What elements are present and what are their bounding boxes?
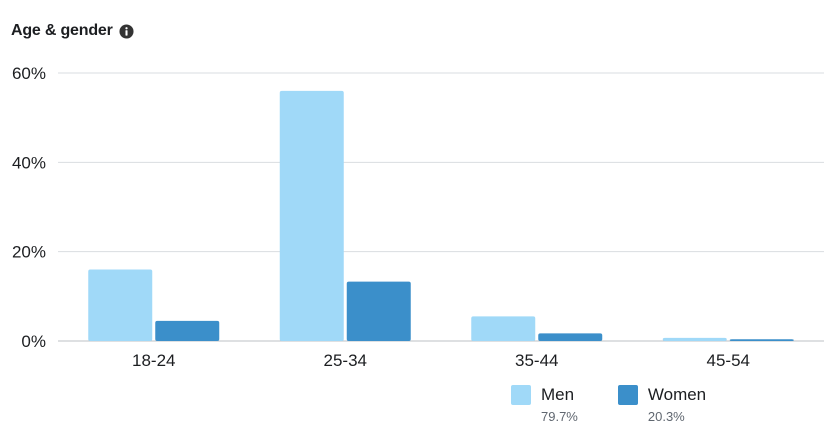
legend-label-men: Men <box>541 385 575 404</box>
bar-men-18-24 <box>88 269 153 341</box>
bar-men-25-34 <box>279 90 344 341</box>
chart-header: Age & gender <box>11 20 134 42</box>
chart-legend: Men 79.7% Women 20.3% <box>511 384 706 426</box>
chart-title: Age & gender <box>11 22 113 39</box>
bar-women-18-24 <box>155 320 220 341</box>
y-tick-label: 40% <box>12 153 46 172</box>
y-tick-label: 60% <box>12 64 46 83</box>
bar-men-45-54 <box>662 337 727 341</box>
legend-swatch-men <box>511 385 531 405</box>
x-tick-label: 35-44 <box>515 351 558 370</box>
legend-item-women[interactable]: Women 20.3% <box>617 384 707 426</box>
bar-women-25-34 <box>346 281 411 341</box>
info-icon[interactable] <box>119 23 134 39</box>
y-tick-label: 0% <box>21 332 46 351</box>
bar-women-35-44 <box>538 333 603 341</box>
x-tick-label: 45-54 <box>707 351 750 370</box>
bar-women-45-54 <box>729 339 794 341</box>
y-tick-label: 20% <box>12 243 46 262</box>
x-tick-label: 25-34 <box>324 351 367 370</box>
x-tick-label: 18-24 <box>132 351 175 370</box>
legend-swatch-women <box>617 385 638 405</box>
legend-item-men[interactable]: Men 79.7% <box>511 384 578 426</box>
bar-men-35-44 <box>471 316 536 341</box>
legend-share-women: 20.3% <box>647 409 685 424</box>
legend-label-women: Women <box>647 385 707 404</box>
legend-share-men: 79.7% <box>541 409 578 424</box>
